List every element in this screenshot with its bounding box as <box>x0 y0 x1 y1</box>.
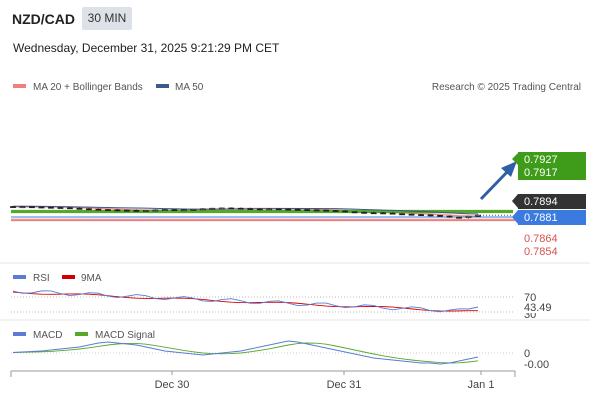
rsi-ma-line <box>12 291 479 312</box>
macd-signal-line <box>12 342 479 364</box>
candle <box>446 215 453 218</box>
candle <box>351 211 358 214</box>
timestamp: Wednesday, December 31, 2025 9:21:29 PM … <box>13 41 280 55</box>
bollinger-legend-label: MA 20 + Bollinger Bands <box>33 82 143 93</box>
candle <box>418 214 424 216</box>
candle <box>57 207 64 209</box>
candle <box>304 209 311 212</box>
timeframe-badge[interactable]: 30 MIN <box>82 7 132 30</box>
candle <box>427 214 434 217</box>
candle <box>361 211 368 214</box>
credit-text: Research © 2025 Trading Central <box>432 82 581 93</box>
candle <box>399 213 405 216</box>
candle <box>19 206 26 209</box>
macd-line <box>12 340 479 365</box>
candle <box>323 209 330 212</box>
last-price-label: 0.7894 <box>524 196 558 208</box>
bollinger-legend-swatch <box>13 84 26 88</box>
macd-legend-label: MACD <box>33 330 62 341</box>
ma50-line <box>12 205 479 215</box>
rsi-ma-legend-label: 9MA <box>81 273 102 284</box>
candle <box>465 215 472 218</box>
x-tick-dec31: Dec 31 <box>327 379 362 391</box>
macd-signal-legend-label: MACD Signal <box>95 330 155 341</box>
currency-pair: NZD/CAD <box>12 11 75 27</box>
level-label-resistance-1: 0.7927 <box>524 154 558 166</box>
candle <box>389 212 396 215</box>
candle <box>332 210 339 212</box>
candle <box>38 206 45 209</box>
candle <box>437 214 443 217</box>
level-tag-0.7927: 0.7927 0.7917 <box>512 152 586 180</box>
candle <box>123 209 130 212</box>
candle <box>142 210 149 212</box>
macd-value: -0.00 <box>524 359 549 371</box>
rsi-ma-legend-swatch <box>62 275 75 279</box>
level-label-resistance-2: 0.7917 <box>524 167 558 179</box>
candle <box>228 207 235 210</box>
candle <box>294 208 301 211</box>
candle <box>161 209 168 212</box>
ma50-legend-label: MA 50 <box>175 82 204 93</box>
x-tick-dec30: Dec 30 <box>155 379 190 391</box>
last-price-tag: 0.7894 <box>512 194 586 209</box>
candle <box>380 212 387 215</box>
candle <box>114 209 121 212</box>
candle <box>86 208 92 211</box>
pivot-label: 0.7881 <box>524 212 558 224</box>
support-label-1: 0.7864 <box>524 233 558 245</box>
candle <box>218 207 225 210</box>
candle <box>180 209 187 212</box>
candle <box>285 208 292 211</box>
candle <box>408 213 415 216</box>
candle <box>104 209 111 212</box>
candle <box>475 214 481 217</box>
rsi-line <box>12 290 479 313</box>
candle <box>456 216 462 219</box>
candle <box>152 209 159 212</box>
candle <box>342 210 349 213</box>
candle <box>171 209 178 212</box>
macd-signal-legend-swatch <box>75 332 88 336</box>
x-tick-jan1: Jan 1 <box>468 379 495 391</box>
rsi-value: 43.49 <box>524 302 552 314</box>
candle <box>275 208 282 211</box>
candle <box>10 206 16 208</box>
forecast-arrow <box>479 161 517 201</box>
rsi-70-label: 70 <box>524 292 536 304</box>
ma50-legend-swatch <box>156 84 169 88</box>
candle <box>247 208 254 210</box>
candle <box>266 208 273 211</box>
candle <box>76 207 83 210</box>
candle <box>256 208 263 211</box>
candle <box>190 208 197 211</box>
candle <box>313 209 320 212</box>
rsi-legend-label: RSI <box>33 273 50 284</box>
candle <box>95 208 102 211</box>
candle <box>237 207 244 210</box>
candle <box>48 206 54 209</box>
pivot-tag: 0.7881 <box>512 210 586 225</box>
candle <box>370 212 377 215</box>
support-label-2: 0.7854 <box>524 246 558 258</box>
macd-legend-swatch <box>13 332 26 336</box>
rsi-legend-swatch <box>13 275 26 279</box>
candle <box>29 206 35 209</box>
candle <box>199 208 206 211</box>
macd-zero-label: 0 <box>524 348 530 360</box>
candle <box>133 210 140 212</box>
candle <box>67 207 73 210</box>
candle <box>209 207 216 210</box>
